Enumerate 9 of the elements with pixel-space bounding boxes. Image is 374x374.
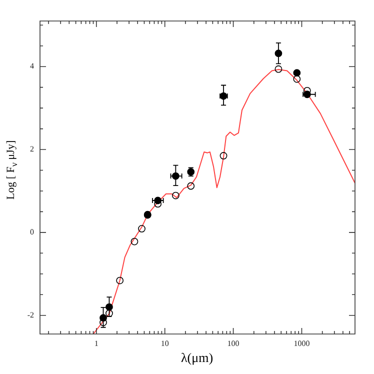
x-tick-label: 10 — [160, 338, 169, 348]
y-tick-label: 2 — [30, 144, 34, 154]
y-tick-label: 0 — [30, 228, 34, 237]
x-tick-label: 1000 — [294, 338, 310, 348]
x-tick-label: 1 — [94, 338, 98, 348]
y-tick-label: 4 — [30, 62, 34, 71]
x-axis-title: λ(μm) — [180, 350, 214, 366]
x-tick-label: 100 — [227, 338, 240, 348]
y-tick-label: -2 — [27, 310, 34, 320]
